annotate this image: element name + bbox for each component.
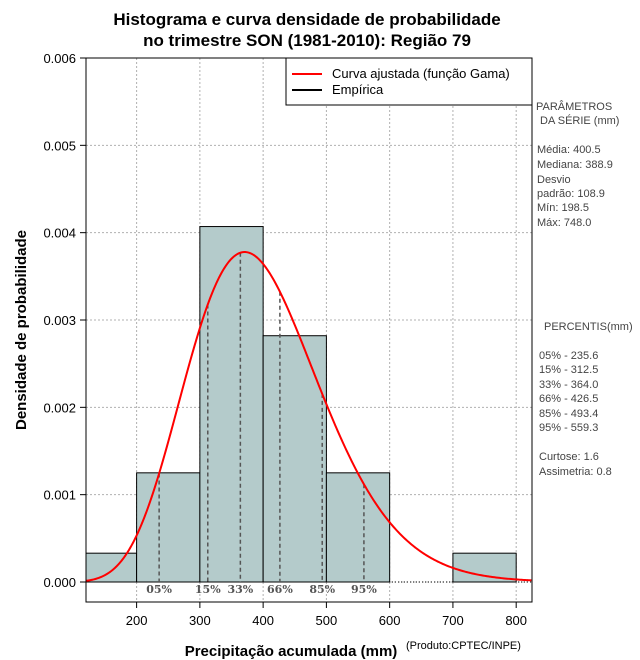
x-tick-label-500: 500	[316, 613, 338, 628]
y-tick-label-0: 0.000	[43, 575, 76, 590]
legend-box	[285, 57, 533, 106]
stat-median: Mediana: 388.9	[537, 159, 613, 171]
stat-skewness: Assimetria: 0.8	[539, 466, 612, 478]
y-axis-label: Densidade de probabilidade	[13, 230, 30, 430]
y-tick-label-6: 0.006	[43, 51, 76, 66]
x-tick-label-700: 700	[442, 613, 464, 628]
percentil-33: 33% - 364.0	[539, 379, 598, 391]
x-axis-label: Precipitação acumulada (mm)	[185, 643, 398, 660]
stat-stddev-line-1: Desvio	[537, 174, 571, 186]
density-curve	[85, 251, 532, 582]
percentile-label-33: 33%	[227, 583, 253, 596]
x-tick-label-600: 600	[379, 613, 401, 628]
chart-title-line-1: Histograma e curva densidade de probabil…	[113, 10, 500, 29]
histogram-bars	[85, 226, 517, 583]
stat-mean: Média: 400.5	[537, 144, 601, 156]
x-tick-label-400: 400	[252, 613, 274, 628]
percentil-85: 85% - 493.4	[539, 408, 598, 420]
stat-min: Mín: 198.5	[537, 202, 589, 214]
credit-text: (Produto:CPTEC/INPE)	[406, 640, 521, 652]
percentil-05: 05% - 235.6	[539, 350, 598, 362]
percentil-66: 66% - 426.5	[539, 393, 598, 405]
percentil-15: 15% - 312.5	[539, 364, 598, 376]
percentis-header: PERCENTIS(mm)	[544, 321, 633, 333]
percentil-95: 95% - 559.3	[539, 422, 598, 434]
y-tick-label-4: 0.004	[43, 226, 76, 241]
params-header-line-1: PARÂMETROS	[536, 100, 612, 113]
histogram-bar-1	[136, 472, 201, 583]
percentile-label-05: 05%	[146, 583, 172, 596]
histogram-bar-3	[262, 335, 327, 583]
gamma-curve-line	[85, 251, 532, 582]
y-tick-label-1: 0.001	[43, 488, 76, 503]
percentile-label-15: 15%	[195, 583, 221, 596]
histogram-bar-6	[452, 552, 517, 583]
axis-ticks: 200 300 400 500 600 700 800 0.000 0.001 0.002 0.00…	[43, 51, 527, 628]
series-parameters-panel: PARÂMETROS DA SÉRIE (mm) Média: 400.5 Me…	[536, 100, 633, 478]
y-tick-label-3: 0.003	[43, 313, 76, 328]
histogram-bar-0	[85, 552, 138, 583]
histogram-bar-4	[325, 472, 391, 583]
x-tick-label-800: 800	[505, 613, 527, 628]
legend: Curva ajustada (função Gama) Empírica	[285, 57, 533, 106]
x-tick-label-200: 200	[126, 613, 148, 628]
params-header-line-2: DA SÉRIE (mm)	[540, 114, 619, 127]
percentile-label-66: 66%	[267, 583, 293, 596]
stat-kurtosis: Curtose: 1.6	[539, 451, 599, 463]
legend-empirical-label: Empírica	[332, 82, 384, 97]
percentile-label-95: 95%	[351, 583, 377, 596]
histogram-bar-2	[199, 226, 264, 583]
percentile-markers: 05% 15% 33% 66% 85% 95%	[146, 252, 377, 596]
y-tick-label-5: 0.005	[43, 138, 76, 153]
stat-stddev-line-2: padrão: 108.9	[537, 188, 605, 200]
x-tick-label-300: 300	[189, 613, 211, 628]
y-tick-label-2: 0.002	[43, 400, 76, 415]
chart-title-line-2: no trimestre SON (1981-2010): Região 79	[143, 31, 471, 50]
legend-curve-label: Curva ajustada (função Gama)	[332, 66, 510, 81]
percentile-label-85: 85%	[309, 583, 335, 596]
stat-max: Máx: 748.0	[537, 217, 591, 229]
